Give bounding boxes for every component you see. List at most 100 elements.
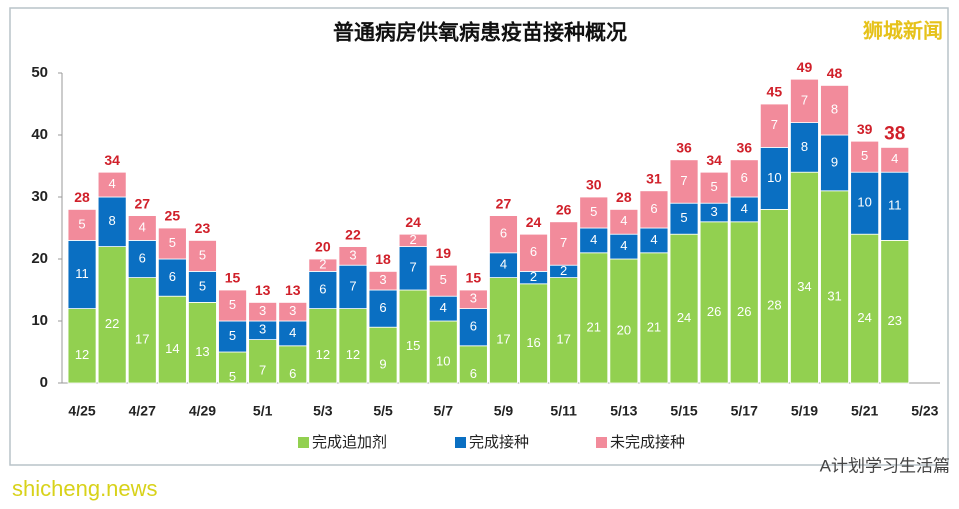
bar-segment bbox=[850, 171, 880, 235]
value-label: 6 bbox=[139, 250, 146, 265]
legend-label: 完成接种 bbox=[469, 434, 529, 451]
x-tick-label: 5/17 bbox=[731, 403, 758, 419]
value-label: 13 bbox=[195, 344, 209, 359]
bar-segment bbox=[729, 196, 759, 223]
bar-segment bbox=[549, 221, 579, 266]
bar-segment bbox=[248, 301, 278, 322]
bar-segment bbox=[368, 289, 398, 328]
value-label: 10 bbox=[857, 195, 871, 210]
bar-segment bbox=[278, 320, 308, 347]
bar-segment bbox=[67, 239, 97, 309]
bar-segment bbox=[489, 252, 518, 279]
value-label: 20 bbox=[617, 322, 631, 337]
value-label: 3 bbox=[259, 322, 266, 337]
value-label: 4 bbox=[590, 232, 597, 247]
bar-segment bbox=[368, 326, 398, 384]
value-label: 9 bbox=[831, 154, 838, 169]
value-label: 17 bbox=[135, 332, 149, 347]
bar-segment bbox=[609, 258, 639, 384]
total-label: 38 bbox=[884, 123, 905, 144]
value-label: 10 bbox=[436, 353, 450, 368]
bar-segment bbox=[127, 215, 157, 241]
value-label: 5 bbox=[680, 210, 687, 225]
x-tick-label: 5/13 bbox=[610, 403, 637, 419]
value-label: 4 bbox=[620, 238, 627, 253]
value-label: 10 bbox=[767, 170, 781, 185]
bar-segment bbox=[850, 233, 880, 384]
value-label: 4 bbox=[650, 232, 657, 247]
value-label: 2 bbox=[530, 269, 537, 284]
value-label: 2 bbox=[560, 263, 567, 278]
source-watermark: 狮城新闻 bbox=[863, 18, 943, 42]
bar-segment bbox=[759, 103, 789, 148]
value-label: 6 bbox=[530, 244, 537, 259]
y-tick-label: 30 bbox=[31, 188, 48, 205]
x-tick-label: 5/11 bbox=[550, 403, 577, 419]
value-label: 34 bbox=[797, 279, 811, 294]
bar-segment bbox=[308, 308, 338, 384]
value-label: 5 bbox=[199, 278, 206, 293]
bar-segment bbox=[639, 252, 669, 384]
value-label: 3 bbox=[259, 303, 266, 318]
value-label: 5 bbox=[440, 272, 447, 287]
y-tick-label: 20 bbox=[31, 250, 48, 267]
total-label: 13 bbox=[285, 282, 301, 298]
value-label: 12 bbox=[346, 347, 360, 362]
bar-segment bbox=[790, 78, 819, 123]
bar-segment bbox=[188, 270, 217, 303]
value-label: 5 bbox=[711, 179, 718, 194]
value-label: 6 bbox=[319, 281, 326, 296]
value-label: 6 bbox=[741, 170, 748, 185]
bar-segment bbox=[669, 159, 699, 204]
value-label: 3 bbox=[379, 272, 386, 287]
bar-segment bbox=[880, 146, 910, 173]
bar-segment bbox=[790, 171, 819, 384]
x-tick-label: 5/7 bbox=[434, 403, 454, 419]
legend-swatch bbox=[298, 437, 309, 448]
value-label: 12 bbox=[75, 347, 89, 362]
total-label: 22 bbox=[345, 226, 361, 242]
value-label: 4 bbox=[440, 300, 447, 315]
total-label: 45 bbox=[767, 84, 783, 100]
value-label: 21 bbox=[647, 319, 661, 334]
total-label: 39 bbox=[857, 121, 873, 137]
bar-segment bbox=[428, 295, 458, 322]
value-label: 5 bbox=[229, 369, 236, 384]
bar-segment bbox=[790, 122, 819, 173]
total-label: 34 bbox=[706, 152, 722, 168]
value-label: 15 bbox=[406, 338, 420, 353]
total-label: 13 bbox=[255, 282, 271, 298]
value-label: 5 bbox=[229, 297, 236, 312]
value-label: 31 bbox=[827, 288, 841, 303]
bar-segment bbox=[398, 246, 428, 291]
bar-segment bbox=[218, 320, 247, 353]
value-label: 11 bbox=[75, 266, 89, 281]
legend-swatch bbox=[455, 437, 466, 448]
value-label: 7 bbox=[771, 117, 778, 132]
bar-segment bbox=[880, 171, 910, 241]
bar-segment bbox=[880, 239, 910, 384]
value-label: 21 bbox=[587, 319, 601, 334]
bar-segment bbox=[188, 301, 217, 384]
bar-segment bbox=[428, 320, 458, 384]
value-label: 4 bbox=[620, 213, 627, 228]
bar-segment bbox=[218, 351, 247, 384]
value-label: 6 bbox=[650, 201, 657, 216]
value-label: 7 bbox=[680, 173, 687, 188]
x-tick-label: 4/27 bbox=[129, 403, 156, 419]
bar-segment bbox=[157, 227, 187, 260]
value-label: 26 bbox=[737, 304, 751, 319]
value-label: 4 bbox=[500, 257, 507, 272]
total-label: 18 bbox=[375, 251, 391, 267]
value-label: 12 bbox=[316, 347, 330, 362]
value-label: 7 bbox=[801, 92, 808, 107]
value-label: 7 bbox=[349, 278, 356, 293]
bar-segment bbox=[188, 239, 217, 272]
x-tick-label: 5/1 bbox=[253, 403, 273, 419]
total-label: 30 bbox=[586, 177, 602, 193]
value-label: 11 bbox=[888, 198, 902, 213]
x-tick-label: 5/3 bbox=[313, 403, 333, 419]
total-label: 15 bbox=[225, 270, 241, 286]
total-label: 20 bbox=[315, 239, 331, 255]
total-label: 15 bbox=[466, 270, 482, 286]
